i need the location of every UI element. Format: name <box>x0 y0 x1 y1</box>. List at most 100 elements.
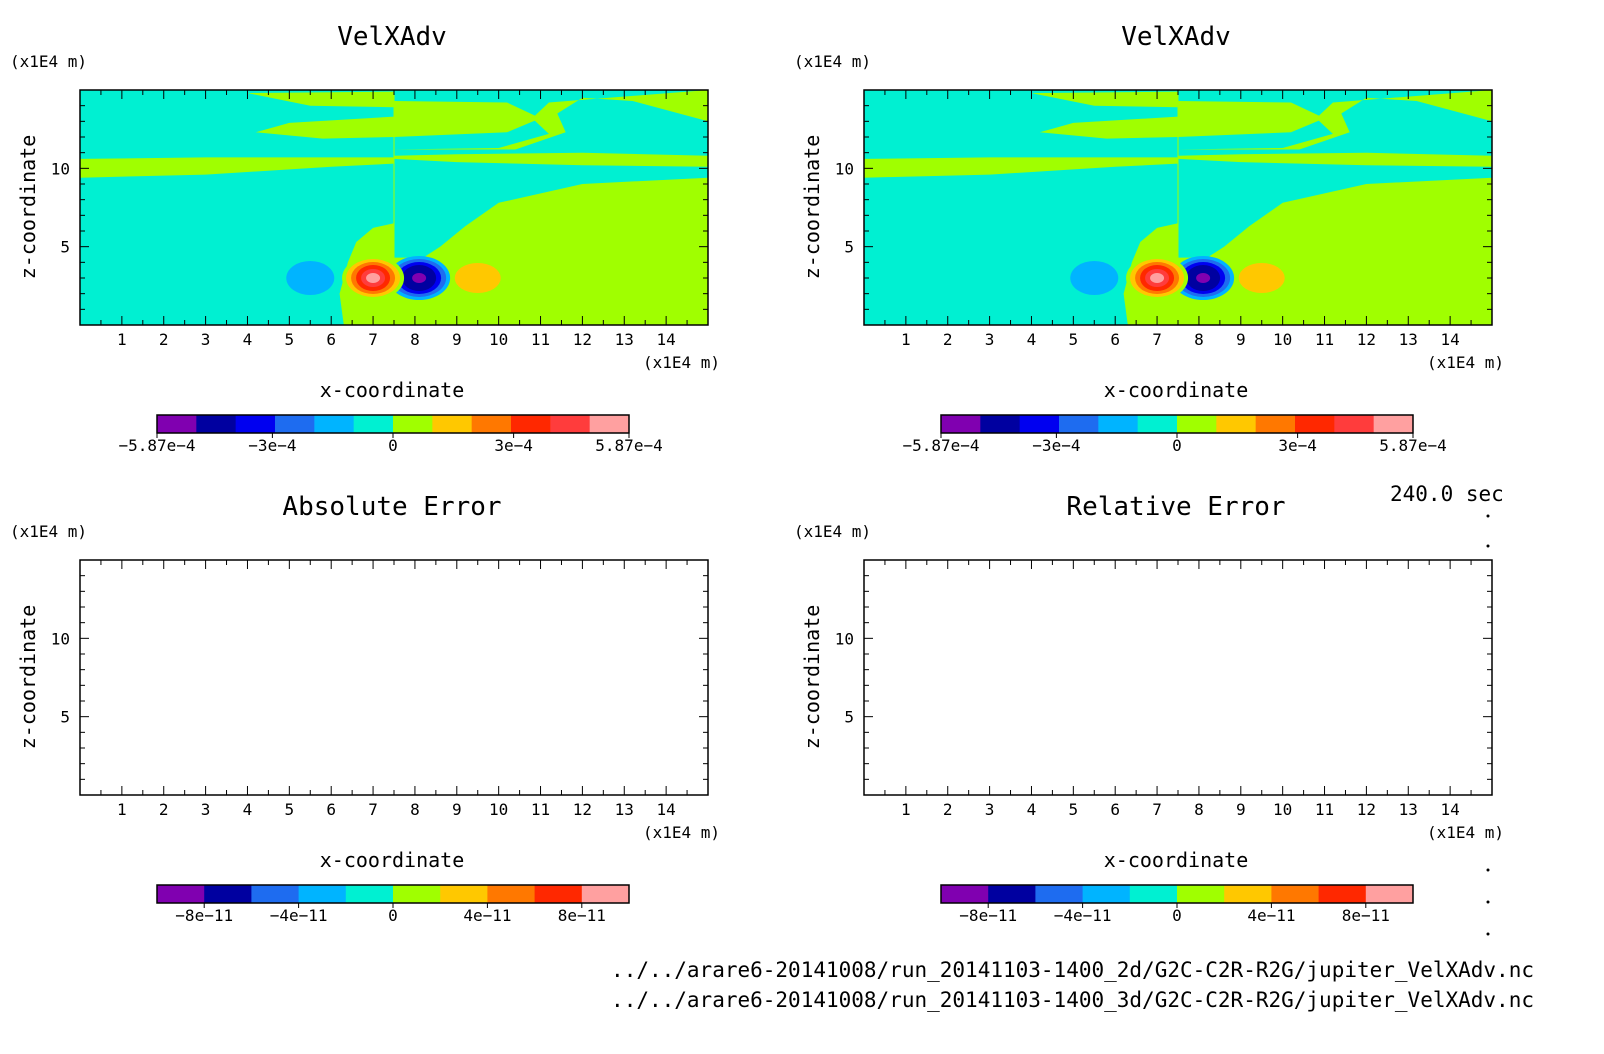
x-tick-label: 4 <box>243 800 253 819</box>
panel-title: Relative Error <box>1066 492 1285 522</box>
colorbar-swatch <box>393 885 441 903</box>
x-unit-label: (x1E4 m) <box>1427 823 1504 842</box>
field-upper-mid-lobe <box>1178 101 1325 137</box>
x-tick-label: 3 <box>201 800 211 819</box>
y-tick-label: 5 <box>60 238 70 257</box>
x-tick-label: 12 <box>1357 330 1376 349</box>
x-tick-label: 2 <box>159 330 169 349</box>
x-tick-label: 7 <box>1152 800 1162 819</box>
x-tick-label: 12 <box>1357 800 1376 819</box>
y-tick-label: 5 <box>60 708 70 727</box>
x-tick-label: 14 <box>657 800 676 819</box>
x-tick-label: 8 <box>1194 800 1204 819</box>
y-axis-label: z-coordinate <box>800 605 824 750</box>
colorbar-tick-label: 4e−11 <box>1247 906 1295 925</box>
colorbar-swatch <box>487 885 536 903</box>
colorbar-swatch <box>988 885 1036 903</box>
x-tick-label: 1 <box>117 330 127 349</box>
y-tick-label: 10 <box>835 159 854 178</box>
margin-dot <box>1486 868 1490 872</box>
colorbar-swatch <box>314 415 355 433</box>
colorbar-swatch <box>941 415 981 433</box>
colorbar-tick-label: −8e−11 <box>959 906 1017 925</box>
time-label: 240.0 sec <box>1390 482 1504 506</box>
x-tick-label: 12 <box>573 800 592 819</box>
x-tick-label: 7 <box>368 800 378 819</box>
x-tick-label: 1 <box>901 800 911 819</box>
colorbar-swatch <box>298 885 347 903</box>
colorbar-swatch <box>1318 885 1367 903</box>
colorbar-tick-label: 5.87e−4 <box>595 436 662 455</box>
panel-title: VelXAdv <box>337 22 447 52</box>
margin-dot <box>1486 932 1490 936</box>
colorbar-tick-label: −4e−11 <box>270 906 328 925</box>
x-tick-label: 2 <box>159 800 169 819</box>
margin-dot <box>1486 900 1490 904</box>
x-tick-label: 3 <box>201 330 211 349</box>
x-tick-label: 3 <box>985 330 995 349</box>
colorbar-tick-label: 0 <box>388 906 398 925</box>
colorbar-swatch <box>1271 885 1320 903</box>
y-tick-label: 5 <box>844 238 854 257</box>
field-upper-left-lobe <box>1039 116 1178 139</box>
colorbar-tick-label: −4e−11 <box>1054 906 1112 925</box>
colorbar-swatch <box>353 415 394 433</box>
field-upper-left-lobe <box>255 116 394 139</box>
x-tick-label: 8 <box>410 330 420 349</box>
y-unit-label: (x1E4 m) <box>794 522 871 541</box>
field-top-left-lobe <box>247 91 394 108</box>
colorbar-swatch <box>1255 415 1296 433</box>
x-tick-label: 5 <box>1069 800 1079 819</box>
colorbar-swatch <box>1295 415 1335 433</box>
colorbar-tick-label: 8e−11 <box>1342 906 1390 925</box>
margin-dot <box>1486 544 1490 548</box>
positive-core-contour <box>1150 273 1165 283</box>
x-tick-label: 11 <box>1315 800 1334 819</box>
panel-1: VelXAdv(x1E4 m)1 2 3 4 5 6 7 8 9 10 11 12 13 14510(x1… <box>10 22 720 455</box>
colorbar-swatch <box>1137 415 1178 433</box>
x-tick-label: 14 <box>1441 330 1460 349</box>
y-unit-label: (x1E4 m) <box>794 52 871 71</box>
field-upper-band <box>864 152 1492 178</box>
colorbar-swatch <box>589 415 630 433</box>
y-unit-label: (x1E4 m) <box>10 52 87 71</box>
x-tick-label: 13 <box>1399 800 1418 819</box>
y-axis-label: z-coordinate <box>16 135 40 280</box>
x-tick-label: 13 <box>615 800 634 819</box>
x-tick-label: 1 <box>117 800 127 819</box>
panel-3: Absolute Error(x1E4 m)1 2 3 4 5 6 7 8 9 10 11 12 13 1… <box>10 492 720 925</box>
x-tick-label: 11 <box>531 330 550 349</box>
x-tick-label: 5 <box>1069 330 1079 349</box>
x-tick-label: 6 <box>326 330 336 349</box>
field-upper-band <box>80 152 708 178</box>
x-tick-label: 11 <box>531 800 550 819</box>
colorbar-swatch <box>345 885 394 903</box>
colorbar-swatch <box>393 415 433 433</box>
x-tick-label: 8 <box>410 800 420 819</box>
colorbar-swatch <box>1059 415 1099 433</box>
colorbar-tick-label: 0 <box>1172 436 1182 455</box>
y-unit-label: (x1E4 m) <box>10 522 87 541</box>
x-tick-label: 13 <box>615 330 634 349</box>
colorbar-swatch <box>1216 415 1257 433</box>
colorbar-tick-label: 5.87e−4 <box>1379 436 1446 455</box>
x-tick-label: 10 <box>489 330 508 349</box>
x-tick-label: 3 <box>985 800 995 819</box>
colorbar-swatch <box>1019 415 1060 433</box>
colorbar-swatch <box>1224 885 1272 903</box>
colorbar-swatch <box>440 885 488 903</box>
weak-negative-lobe <box>286 261 335 295</box>
x-tick-label: 1 <box>901 330 911 349</box>
colorbar-swatch <box>1098 415 1139 433</box>
colorbar-swatch <box>275 415 315 433</box>
plot-frame <box>863 559 1493 796</box>
weak-positive-lobe <box>1238 263 1285 293</box>
x-unit-label: (x1E4 m) <box>643 823 720 842</box>
colorbar-swatch <box>941 885 989 903</box>
colorbar-tick-label: 3e−4 <box>1278 436 1317 455</box>
colorbar-swatch <box>1373 415 1414 433</box>
colorbar-swatch <box>1334 415 1375 433</box>
colorbar-swatch <box>980 415 1021 433</box>
x-tick-label: 2 <box>943 800 953 819</box>
